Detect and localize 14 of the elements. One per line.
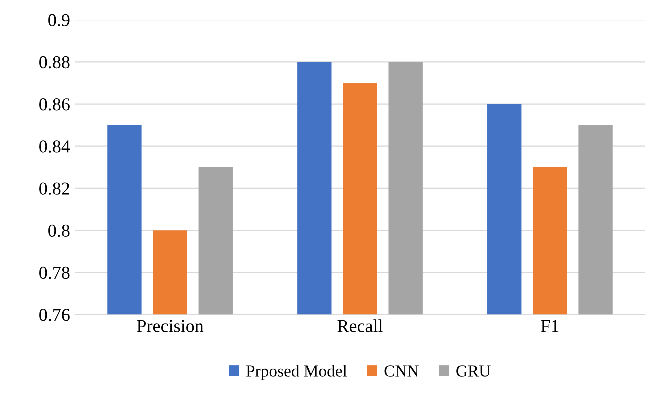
- legend-label: GRU: [456, 366, 491, 377]
- y-tick-label: 0.9: [48, 14, 70, 27]
- y-tick-label: 0.86: [40, 98, 70, 111]
- legend-label: Prposed Model: [246, 365, 348, 380]
- y-tick-label: 0.82: [40, 182, 70, 195]
- y-tick-label: 0.88: [40, 56, 70, 69]
- y-tick-label: 0.8: [48, 224, 70, 238]
- x-tick-label: F1: [541, 320, 559, 332]
- y-tick-label: 0.84: [40, 140, 70, 153]
- legend-label: CNN: [384, 366, 419, 377]
- y-tick-label: 0.78: [40, 266, 70, 280]
- y-tick-label: 0.76: [40, 309, 70, 322]
- x-tick-label: Recall: [338, 320, 383, 332]
- x-tick-label: Precision: [137, 320, 204, 332]
